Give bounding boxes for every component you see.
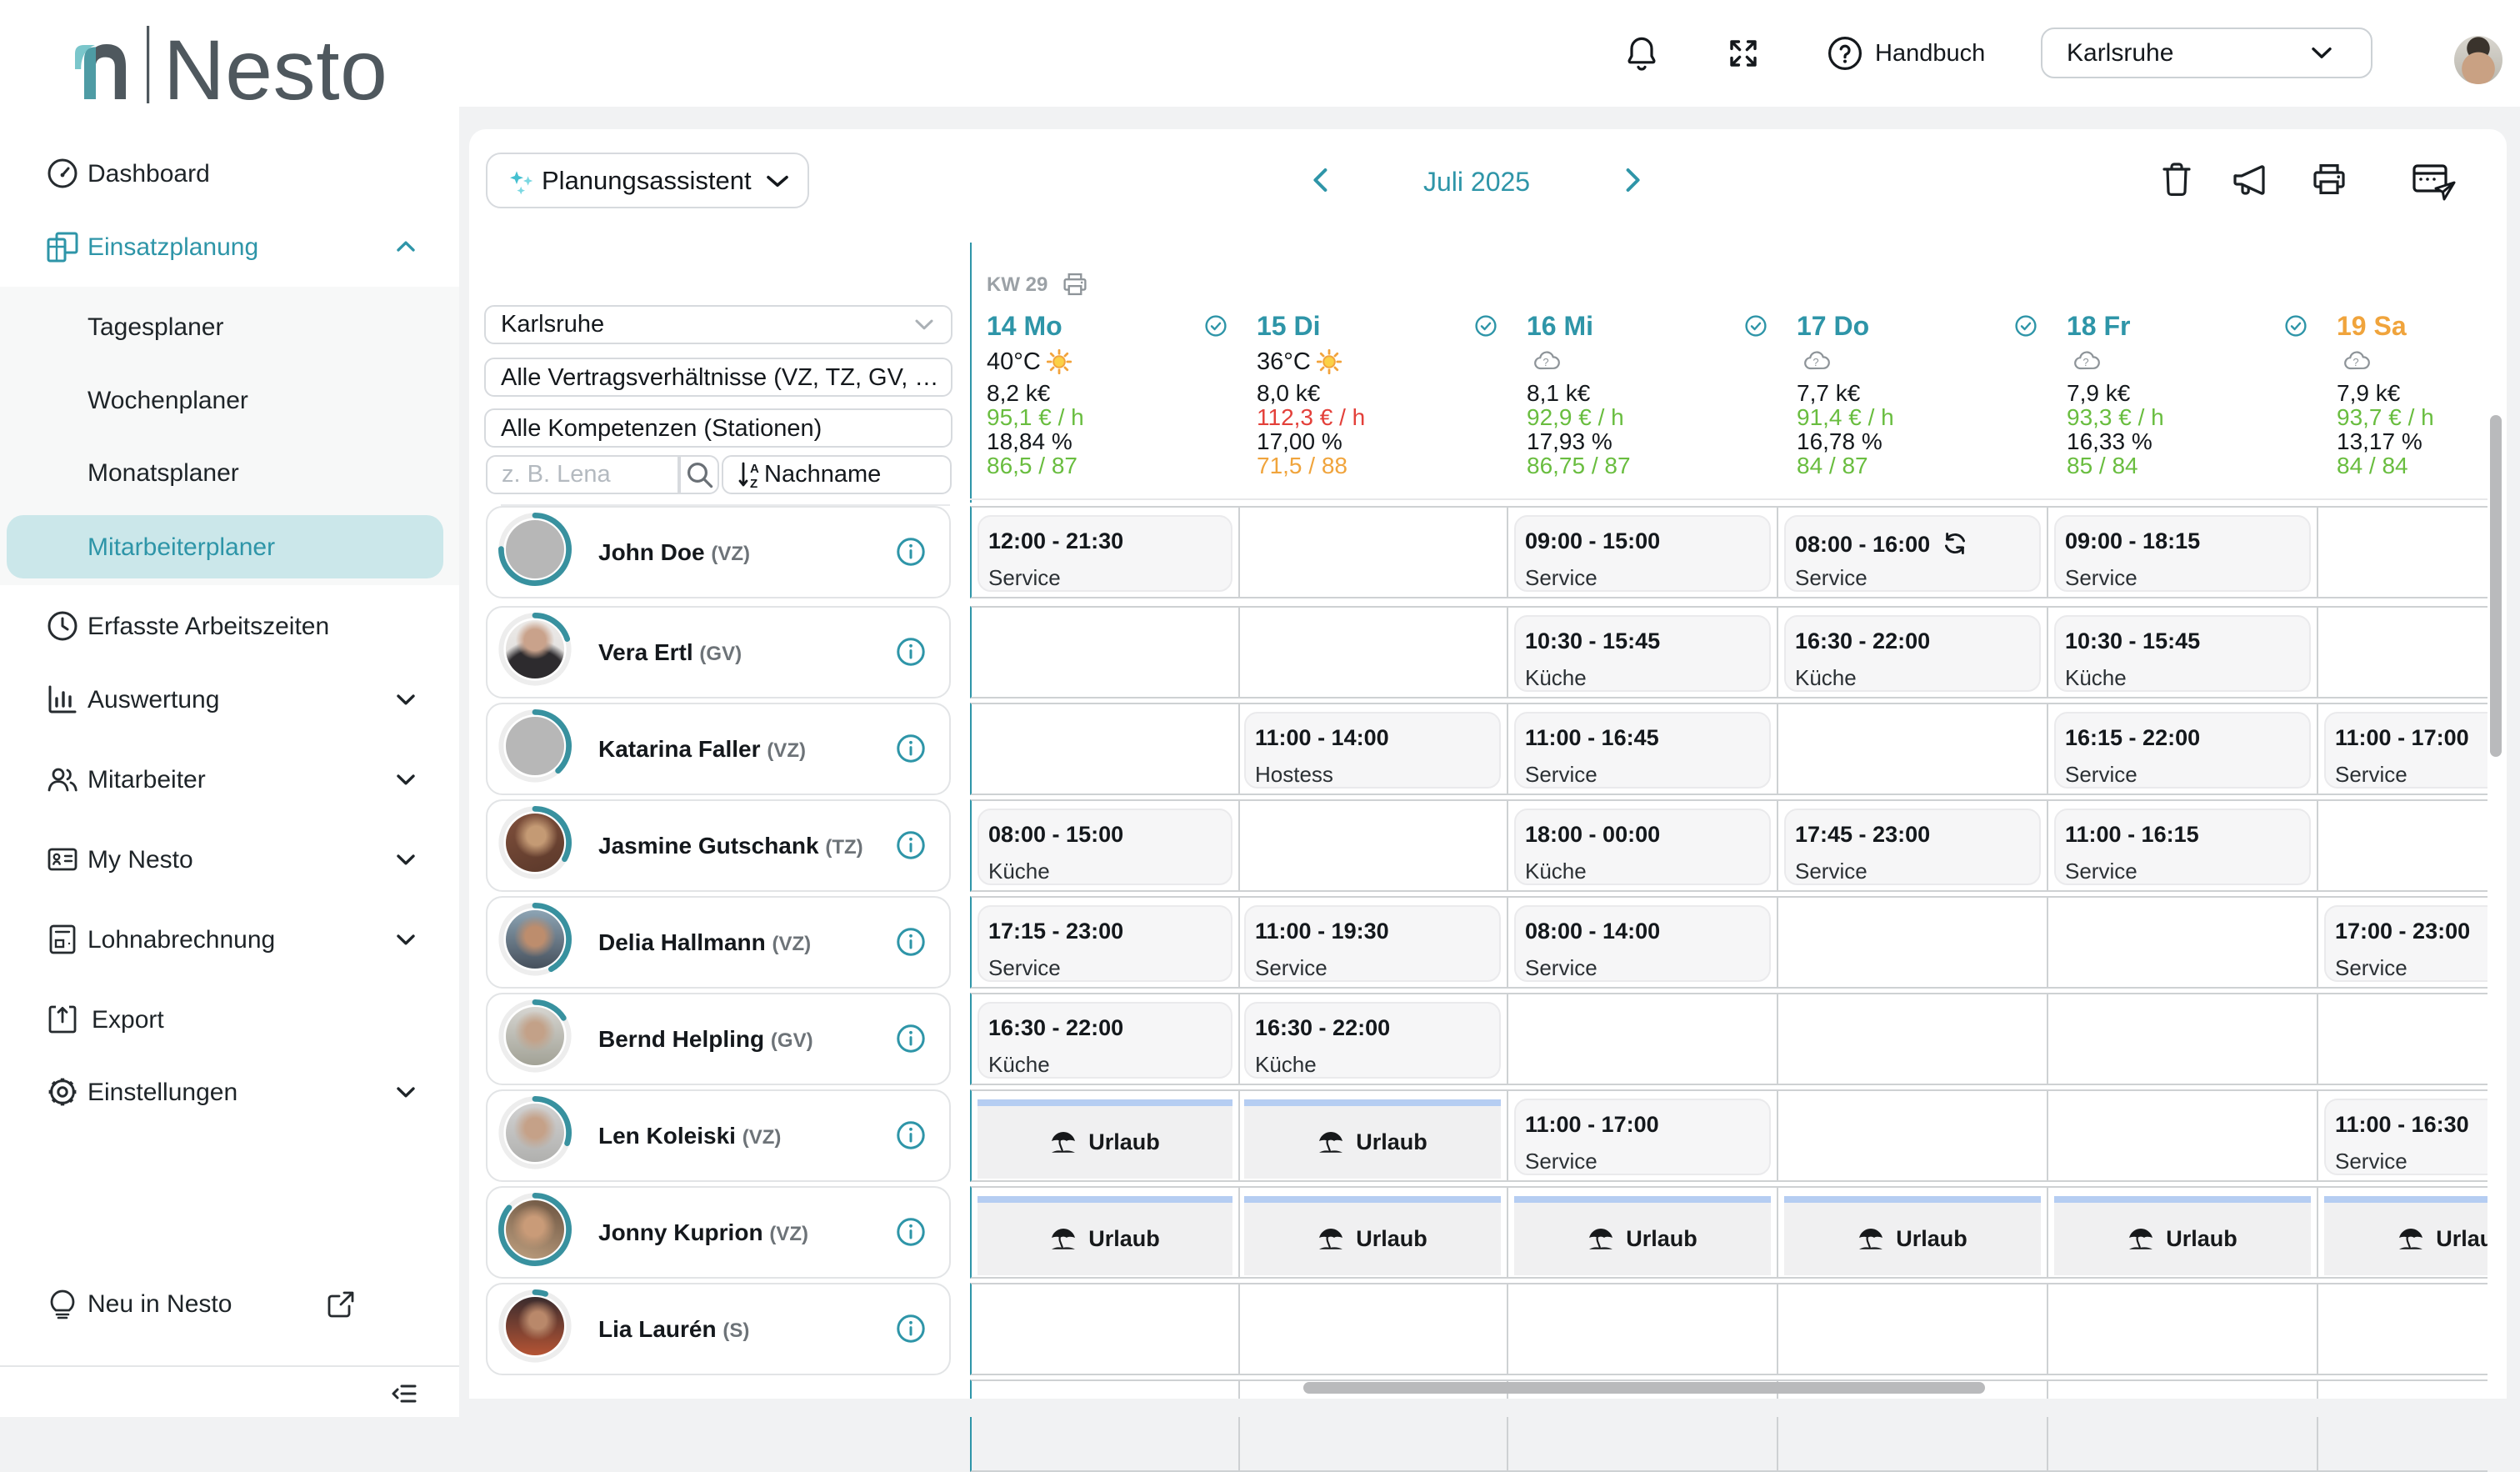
svg-text:?: ?	[1542, 356, 1548, 368]
svg-text:?: ?	[2082, 356, 2088, 368]
svg-text:Z: Z	[750, 477, 758, 490]
svg-text:?: ?	[1812, 356, 1818, 368]
svg-text:?: ?	[2352, 356, 2358, 368]
svg-text:A: A	[750, 462, 759, 476]
svg-text:Nesto: Nesto	[163, 23, 388, 113]
